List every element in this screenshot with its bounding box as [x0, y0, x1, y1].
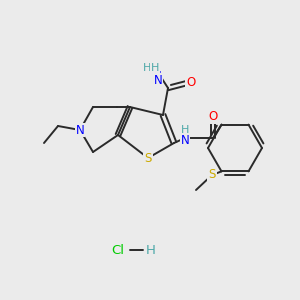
Text: N: N [181, 134, 189, 146]
Text: Cl: Cl [112, 244, 124, 256]
Text: S: S [144, 152, 152, 164]
Text: N: N [153, 70, 161, 83]
Text: H: H [181, 125, 189, 135]
Text: N: N [76, 124, 84, 136]
Text: H: H [146, 244, 156, 256]
Text: S: S [208, 169, 216, 182]
Text: O: O [186, 76, 196, 88]
Text: H: H [151, 63, 159, 73]
Text: O: O [208, 110, 217, 124]
Text: N: N [154, 74, 162, 86]
Text: H: H [142, 63, 151, 73]
